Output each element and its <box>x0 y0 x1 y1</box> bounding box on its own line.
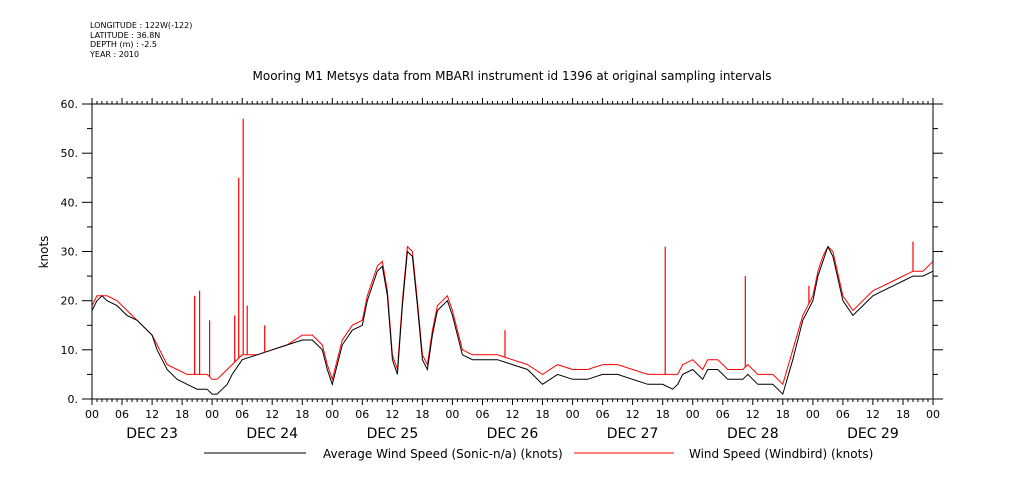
x-hour-label: 06 <box>355 408 369 421</box>
x-hour-label: 12 <box>145 408 159 421</box>
x-hour-label: 12 <box>866 408 880 421</box>
x-hour-label: 06 <box>836 408 850 421</box>
axis-ticks <box>82 98 943 405</box>
y-tick-label: 60. <box>61 98 79 111</box>
y-tick-label: 30. <box>61 246 79 259</box>
y-axis-label: knots <box>37 236 51 269</box>
depth-label: DEPTH (m) : -2.5 <box>90 40 157 50</box>
x-hour-label: 00 <box>566 408 580 421</box>
x-hour-label: 18 <box>415 408 429 421</box>
y-tick-label: 40. <box>61 196 79 209</box>
x-hour-label: 06 <box>596 408 610 421</box>
x-day-label: DEC 27 <box>607 426 659 442</box>
year-label: YEAR : 2010 <box>90 49 140 59</box>
legend-label-average: Average Wind Speed (Sonic-n/a) (knots) <box>323 447 563 461</box>
x-hour-label: 00 <box>205 408 219 421</box>
x-hour-label: 18 <box>776 408 790 421</box>
x-hour-label: 12 <box>385 408 399 421</box>
series-line-average <box>91 245 934 396</box>
latitude-label: LATITUDE : 36.8N <box>90 30 161 40</box>
x-hour-label: 00 <box>85 408 99 421</box>
series-layer <box>91 118 934 396</box>
legend: Average Wind Speed (Sonic-n/a) (knots) Wi… <box>204 447 873 461</box>
x-day-label: DEC 26 <box>487 426 539 442</box>
x-hour-label: 06 <box>716 408 730 421</box>
x-day-label: DEC 29 <box>847 426 899 442</box>
x-hour-label: 00 <box>926 408 940 421</box>
x-hour-label: 00 <box>806 408 820 421</box>
series-line-windbird <box>91 245 934 386</box>
x-hour-label: 18 <box>536 408 550 421</box>
x-hour-label: 18 <box>175 408 189 421</box>
x-day-label: DEC 25 <box>367 426 419 442</box>
x-hour-label: 12 <box>506 408 520 421</box>
y-tick-label: 10. <box>61 344 79 357</box>
x-hour-label: 06 <box>235 408 249 421</box>
y-tick-label: 50. <box>61 147 79 160</box>
x-hour-label: 18 <box>896 408 910 421</box>
x-hour-label: 12 <box>626 408 640 421</box>
y-tick-label: 20. <box>61 295 79 308</box>
x-hour-label: 00 <box>445 408 459 421</box>
x-hour-label: 18 <box>656 408 670 421</box>
legend-label-windbird: Wind Speed (Windbird) (knots) <box>689 447 873 461</box>
x-hour-label: 12 <box>265 408 279 421</box>
plot-frame <box>91 103 934 400</box>
station-metadata: LONGITUDE : 122W(-122) LATITUDE : 36.8N … <box>90 21 192 59</box>
longitude-label: LONGITUDE : 122W(-122) <box>90 21 193 30</box>
x-hour-label: 12 <box>746 408 760 421</box>
x-hour-label: 00 <box>686 408 700 421</box>
x-hour-label: 00 <box>325 408 339 421</box>
x-day-label: DEC 28 <box>727 426 779 442</box>
x-hour-label: 06 <box>476 408 490 421</box>
axis-labels: 00 06 12 18 DEC 23 00 06 12 18 DEC 24 00 06 12 18 DEC … <box>61 98 941 442</box>
x-day-label: DEC 24 <box>246 426 298 442</box>
chart-title: Mooring M1 Metsys data from MBARI instru… <box>253 69 772 83</box>
x-day-label: DEC 23 <box>126 426 178 442</box>
y-tick-label: 0. <box>68 393 79 406</box>
x-hour-label: 18 <box>295 408 309 421</box>
x-hour-label: 06 <box>115 408 129 421</box>
